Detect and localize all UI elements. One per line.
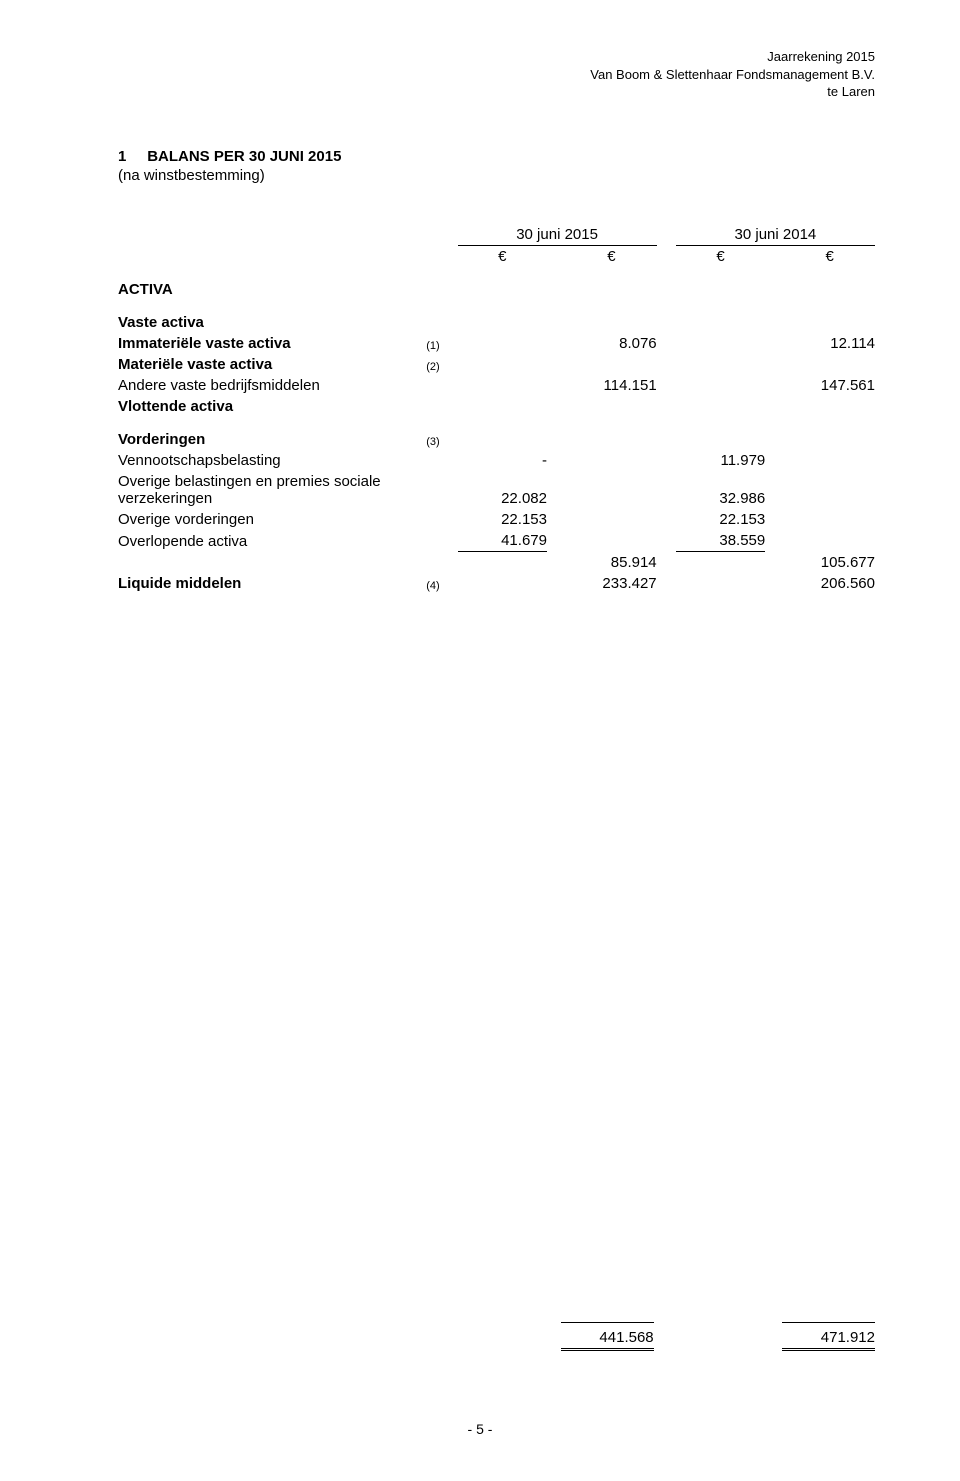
currency-1: € xyxy=(458,246,547,268)
vord-row-3: Overlopende activa 41.679 38.559 xyxy=(118,530,875,552)
vorderingen-label: Vorderingen xyxy=(118,429,426,450)
period-2014: 30 juni 2014 xyxy=(676,224,875,246)
vord-2-2014: 22.153 xyxy=(676,509,765,530)
page: Jaarrekening 2015 Van Boom & Slettenhaar… xyxy=(0,0,960,1481)
totals-block: 441.568 471.912 xyxy=(118,1322,875,1351)
liquide-label: Liquide middelen xyxy=(118,573,426,594)
vord-sub-2015: 85.914 xyxy=(566,552,657,573)
vord-subtotal-row: 85.914 105.677 xyxy=(118,552,875,573)
vord-label-2: Overige vorderingen xyxy=(118,509,426,530)
vord-row-2: Overige vorderingen 22.153 22.153 xyxy=(118,509,875,530)
liquide-note: (4) xyxy=(426,573,457,594)
activa-label: ACTIVA xyxy=(118,279,875,300)
materiele-row: Andere vaste bedrijfsmiddelen 114.151 14… xyxy=(118,375,875,396)
currency-2: € xyxy=(566,246,657,268)
materiele-2014: 147.561 xyxy=(784,375,875,396)
vlottende-label: Vlottende activa xyxy=(118,396,875,417)
vord-3-2014: 38.559 xyxy=(676,530,765,552)
vord-label-0: Vennootschapsbelasting xyxy=(118,450,426,471)
vorderingen-header-row: Vorderingen (3) xyxy=(118,429,875,450)
total-2015: 441.568 xyxy=(561,1327,654,1350)
page-header: Jaarrekening 2015 Van Boom & Slettenhaar… xyxy=(590,48,875,101)
totals-table: 441.568 471.912 xyxy=(118,1322,875,1351)
header-line-1: Jaarrekening 2015 xyxy=(590,48,875,66)
vord-0-2015: - xyxy=(458,450,547,471)
section-heading: BALANS PER 30 JUNI 2015 xyxy=(147,148,341,165)
section-title: 1 BALANS PER 30 JUNI 2015 xyxy=(118,148,875,165)
vord-sub-2014: 105.677 xyxy=(784,552,875,573)
section-number: 1 xyxy=(118,148,126,165)
vord-label-3: Overlopende activa xyxy=(118,530,426,552)
currency-4: € xyxy=(784,246,875,268)
liquide-2014: 206.560 xyxy=(784,573,875,594)
header-line-3: te Laren xyxy=(590,83,875,101)
totals-row: 441.568 471.912 xyxy=(118,1327,875,1350)
immateriele-2015: 8.076 xyxy=(566,333,657,354)
immateriele-2014: 12.114 xyxy=(784,333,875,354)
total-2014: 471.912 xyxy=(782,1327,875,1350)
section-subtitle: (na winstbestemming) xyxy=(118,167,875,184)
vord-3-2015: 41.679 xyxy=(458,530,547,552)
materiele-row-label: Andere vaste bedrijfsmiddelen xyxy=(118,375,426,396)
vaste-activa-label: Vaste activa xyxy=(118,312,875,333)
liquide-2015: 233.427 xyxy=(566,573,657,594)
vord-row-0: Vennootschapsbelasting - 11.979 xyxy=(118,450,875,471)
vord-1-2014: 32.986 xyxy=(676,471,765,509)
currency-row: € € € € xyxy=(118,246,875,268)
period-header-row: 30 juni 2015 30 juni 2014 xyxy=(118,224,875,246)
immateriele-note: (1) xyxy=(426,333,457,354)
period-2015: 30 juni 2015 xyxy=(458,224,657,246)
currency-3: € xyxy=(676,246,765,268)
materiele-2015: 114.151 xyxy=(566,375,657,396)
vord-row-1: Overige belastingen en premies sociale v… xyxy=(118,471,875,509)
vorderingen-note: (3) xyxy=(426,429,457,450)
page-footer: - 5 - xyxy=(0,1421,960,1437)
balance-table: 30 juni 2015 30 juni 2014 € € € € ACTIVA… xyxy=(118,224,875,594)
materiele-header-row: Materiële vaste activa (2) xyxy=(118,354,875,375)
vord-2-2015: 22.153 xyxy=(458,509,547,530)
materiele-label: Materiële vaste activa xyxy=(118,354,426,375)
immateriele-label: Immateriële vaste activa xyxy=(118,333,426,354)
vord-0-2014: 11.979 xyxy=(676,450,765,471)
vord-label-1: Overige belastingen en premies sociale v… xyxy=(118,471,426,509)
header-line-2: Van Boom & Slettenhaar Fondsmanagement B… xyxy=(590,66,875,84)
immateriele-row: Immateriële vaste activa (1) 8.076 12.11… xyxy=(118,333,875,354)
liquide-row: Liquide middelen (4) 233.427 206.560 xyxy=(118,573,875,594)
materiele-note: (2) xyxy=(426,354,457,375)
vord-1-2015: 22.082 xyxy=(458,471,547,509)
